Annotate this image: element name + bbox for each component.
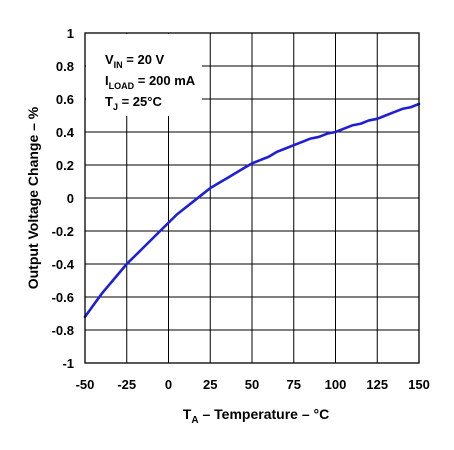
annotation-line: ILOAD = 200 mA	[105, 73, 196, 91]
annotation-subscript: J	[113, 102, 118, 112]
annotation-main: T	[105, 94, 113, 109]
annotation-rest: = 20 V	[123, 52, 165, 67]
annotation-line: TJ = 25°C	[105, 94, 162, 112]
y-tick-label: -0.2	[52, 224, 74, 239]
y-tick-labels: 1 0.8 0.6 0.4 0.2 0 -0.2 -0.4 -0.6 -0.8 -1	[52, 26, 75, 371]
annotation-rest: = 25°C	[118, 94, 162, 109]
y-tick-label: 0.2	[56, 158, 74, 173]
x-tick-label: 50	[245, 377, 259, 392]
annotation-main: V	[105, 52, 114, 67]
y-tick-label: 1	[67, 26, 74, 41]
annotation-main: I	[105, 73, 109, 88]
y-axis-label: Output Voltage Change – %	[25, 106, 41, 289]
x-axis-label: TA – Temperature – °C	[183, 406, 329, 426]
y-tick-label: 0.6	[56, 92, 74, 107]
x-tick-label: 0	[165, 377, 172, 392]
series-layer	[83, 102, 421, 319]
annotation-rest: = 200 mA	[134, 73, 196, 88]
annotation-line: VIN = 20 V	[105, 52, 165, 70]
annotation-subscript: IN	[114, 60, 123, 70]
series-line	[83, 102, 421, 319]
y-tick-label: -1	[62, 356, 74, 371]
y-tick-label: -0.4	[52, 257, 75, 272]
x-tick-label: -50	[76, 377, 95, 392]
y-tick-label: -0.8	[52, 323, 74, 338]
y-tick-label: -0.6	[52, 290, 74, 305]
x-tick-labels: -50 -25 0 25 50 75 100 125 150	[76, 377, 430, 392]
y-tick-label: 0	[67, 191, 74, 206]
annotation-box: VIN = 20 V ILOAD = 200 mA TJ = 25°C	[105, 52, 196, 112]
x-tick-label: 25	[203, 377, 217, 392]
x-tick-label: -25	[117, 377, 136, 392]
x-tick-label: 125	[366, 377, 388, 392]
y-tick-label: 0.4	[56, 125, 75, 140]
x-tick-label: 75	[287, 377, 301, 392]
x-axis-label-rest: – Temperature – °C	[199, 406, 330, 422]
plot-frame	[84, 32, 420, 364]
annotation-subscript: LOAD	[109, 81, 135, 91]
x-axis-label-main: T	[183, 406, 192, 422]
x-axis-label-subscript: A	[191, 415, 198, 426]
annotation-box-background	[86, 34, 202, 116]
y-tick-label: 0.8	[56, 59, 74, 74]
x-tick-label: 150	[408, 377, 430, 392]
x-tick-label: 100	[325, 377, 347, 392]
